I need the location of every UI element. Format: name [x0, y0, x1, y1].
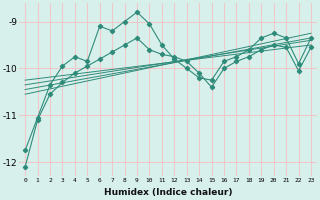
X-axis label: Humidex (Indice chaleur): Humidex (Indice chaleur) — [104, 188, 232, 197]
